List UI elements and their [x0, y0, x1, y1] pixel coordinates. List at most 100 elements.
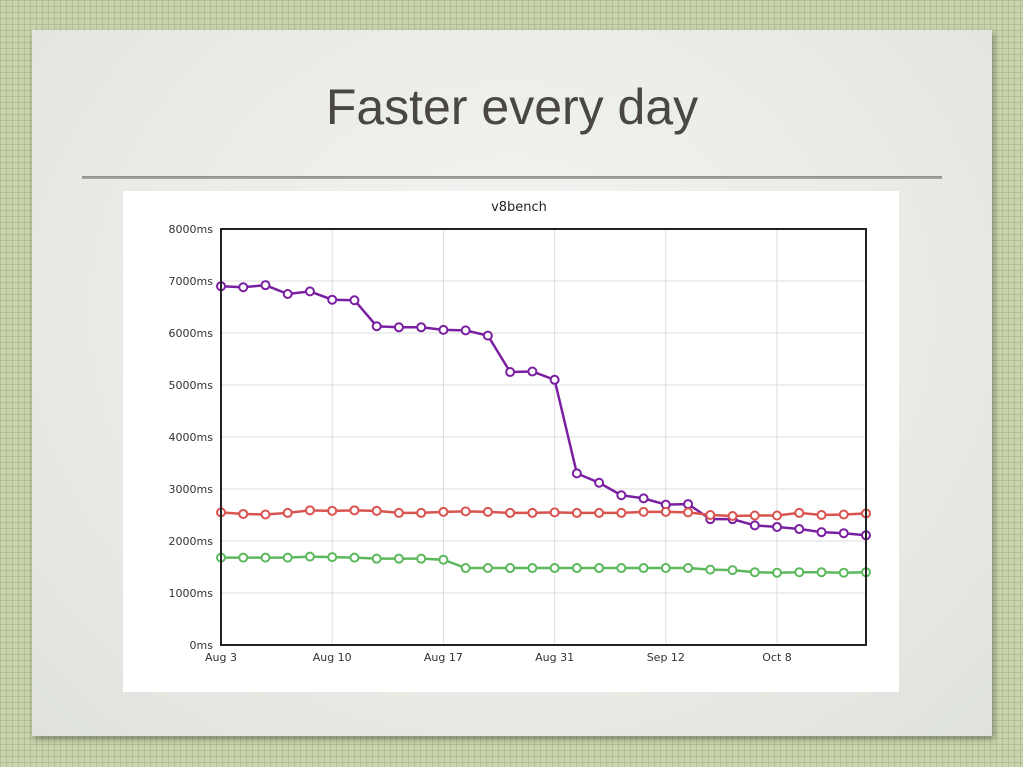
title-divider: [82, 176, 942, 179]
series-1-point: [327, 505, 338, 516]
series-1-point: [571, 507, 582, 518]
series-0-point: [772, 521, 783, 532]
series-0-point: [327, 294, 338, 305]
series-line-0: [220, 283, 867, 537]
x-tick-label: Aug 17: [424, 651, 463, 664]
series-2-point: [416, 553, 427, 564]
y-tick-label: 5000ms: [169, 379, 214, 392]
chart-panel: v8bench 0ms 1000ms 2000ms 3000ms 4000ms 5000m…: [123, 191, 899, 692]
series-0-point: [749, 520, 760, 531]
series-1-point: [638, 506, 649, 517]
y-tick-label: 3000ms: [169, 483, 214, 496]
series-0-point: [527, 366, 538, 377]
series-2-point: [238, 552, 249, 563]
series-2-point: [638, 563, 649, 574]
y-tick-label: 4000ms: [169, 431, 214, 444]
axis-layer: 0ms 1000ms 2000ms 3000ms 4000ms 5000ms 6000ms 7…: [169, 223, 792, 664]
series-1-point: [772, 510, 783, 521]
series-2-point: [794, 567, 805, 578]
series-0-point: [282, 289, 293, 299]
y-tick-label: 7000ms: [169, 275, 214, 288]
plot-frame: [220, 228, 867, 646]
y-tick-label: 8000ms: [169, 223, 214, 236]
series-0-point: [571, 468, 582, 479]
series-2-point: [527, 563, 538, 574]
series-0-point: [260, 280, 271, 291]
series-2-point: [838, 567, 849, 578]
series-1-point: [683, 507, 694, 518]
series-2-point: [616, 563, 627, 574]
series-1-point: [304, 505, 315, 516]
series-2-point: [460, 563, 471, 574]
series-2-point: [749, 567, 760, 578]
series-1-point: [505, 507, 516, 518]
series-layer: [216, 280, 871, 578]
x-tick-label: Aug 31: [535, 651, 574, 664]
grid-layer: [220, 228, 866, 646]
series-0-point: [438, 324, 449, 335]
series-2-point: [505, 563, 516, 574]
series-line-1: [220, 509, 867, 518]
series-1-point: [794, 507, 805, 518]
series-2-point: [438, 554, 449, 565]
x-tick-label: Aug 10: [313, 651, 352, 664]
series-0-point: [549, 374, 560, 385]
series-2-point: [349, 552, 360, 563]
slide: Faster every day v8bench 0ms 1000ms 2000ms…: [32, 30, 992, 736]
series-0-point: [683, 499, 694, 510]
series-1-point: [460, 506, 471, 517]
v8bench-chart: v8bench 0ms 1000ms 2000ms 3000ms 4000ms 5000m…: [169, 200, 871, 664]
series-2-point: [282, 552, 293, 563]
series-1-point: [438, 506, 449, 517]
series-2-point: [260, 552, 271, 563]
series-1-point: [549, 507, 560, 518]
series-2-point: [705, 564, 716, 575]
series-0-point: [238, 282, 249, 293]
series-2-point: [482, 563, 493, 574]
series-0-point: [349, 295, 360, 306]
series-1-point: [349, 505, 360, 516]
series-1-point: [749, 510, 760, 521]
series-2-point: [304, 551, 315, 562]
series-0-point: [616, 490, 627, 501]
series-line-2: [221, 555, 867, 574]
series-2-point: [549, 563, 560, 574]
series-1-point: [727, 511, 738, 522]
series-2-point: [571, 563, 582, 574]
series-1-point: [527, 507, 538, 518]
series-1-point: [238, 508, 249, 519]
series-1-point: [482, 506, 493, 517]
series-1-point: [816, 510, 827, 520]
y-tick-label: 2000ms: [169, 535, 214, 548]
series-2-point: [660, 563, 671, 574]
series-1-point: [371, 505, 382, 516]
series-0-point: [393, 322, 404, 333]
series-1-point: [660, 506, 671, 517]
series-0-point: [304, 286, 315, 297]
series-2-point: [727, 565, 738, 576]
series-2-point: [594, 563, 605, 574]
series-0-point: [838, 528, 849, 539]
series-0-point: [371, 321, 382, 332]
slide-title: Faster every day: [325, 79, 699, 135]
y-tick-label: 6000ms: [169, 327, 214, 340]
series-1-point: [393, 507, 404, 518]
series-2-point: [393, 553, 404, 564]
series-0-point: [416, 322, 427, 333]
series-1-point: [616, 507, 627, 518]
y-tick-label: 1000ms: [169, 587, 214, 600]
x-tick-label: Oct 8: [762, 651, 792, 664]
series-2-point: [816, 567, 827, 578]
series-2-point: [327, 552, 338, 563]
chart-title: v8bench: [491, 200, 547, 215]
series-2-point: [683, 563, 694, 574]
series-1-point: [282, 507, 293, 518]
x-tick-label: Aug 3: [205, 651, 237, 664]
series-1-point: [705, 510, 716, 520]
x-tick-label: Sep 12: [647, 651, 685, 664]
series-0-point: [794, 524, 805, 535]
series-2-point: [772, 567, 783, 578]
series-0-point: [482, 330, 493, 341]
series-0-point: [638, 493, 649, 504]
series-1-point: [260, 509, 271, 520]
